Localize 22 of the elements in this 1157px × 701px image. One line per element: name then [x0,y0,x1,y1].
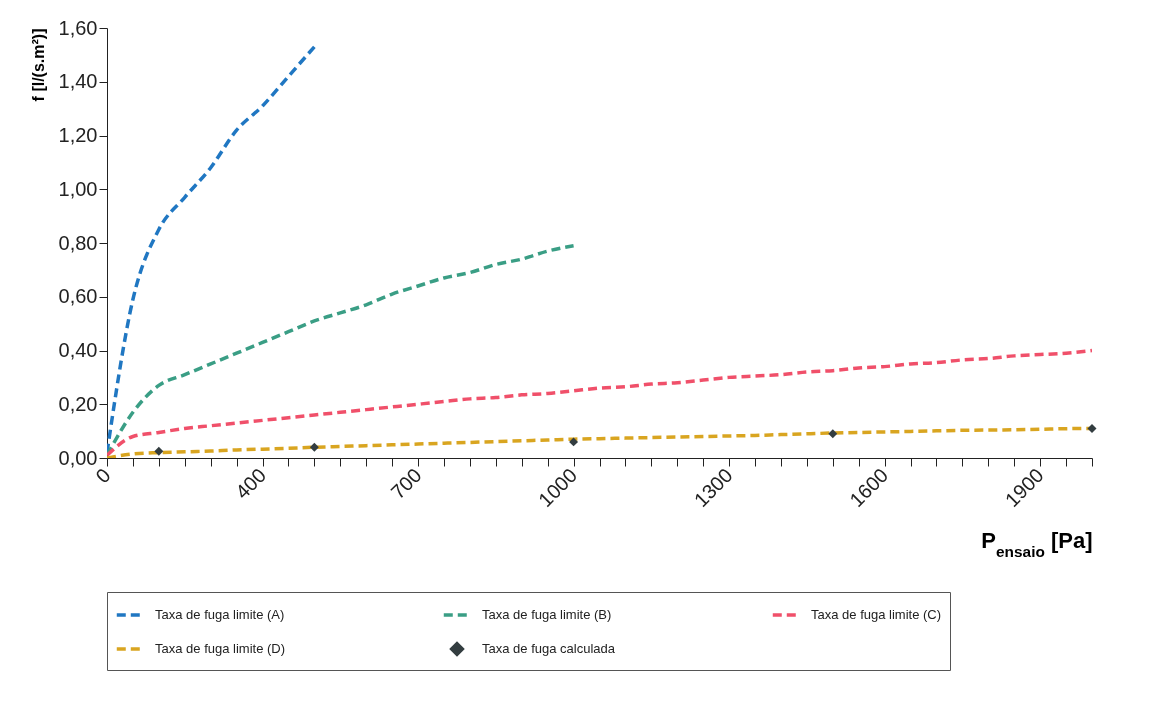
y-tick-label: 1,40 [58,70,98,93]
point [1087,423,1097,433]
y-tick-label: 1,60 [58,16,98,39]
y-tick-label: 0,60 [58,285,98,308]
x-tick-label: 700 [386,464,426,504]
legend-label: Taxa de fuga limite (B) [482,607,612,622]
point [828,429,838,439]
point [569,437,579,447]
x-tick-label: 400 [230,464,271,504]
legend-label: Taxa de fuga limite (A) [155,607,285,622]
point [309,442,319,452]
legend-label: Taxa de fuga limite (C) [811,607,942,622]
legend-label: Taxa de fuga limite (D) [155,641,286,656]
y-tick-label: 1,20 [58,124,98,146]
legend-label: Taxa de fuga calculada [482,641,616,656]
y-tick-label: 0,20 [58,392,98,415]
y-axis-title: f [l/(s.m²)] [29,28,47,102]
point [154,446,164,456]
x-axis-title: P$_{ensaio}$ [Pa] [981,528,1093,560]
y-tick-label: 1,00 [58,177,98,200]
y-tick-label: 0,40 [58,339,98,361]
y-tick-label: 0,80 [58,231,98,254]
